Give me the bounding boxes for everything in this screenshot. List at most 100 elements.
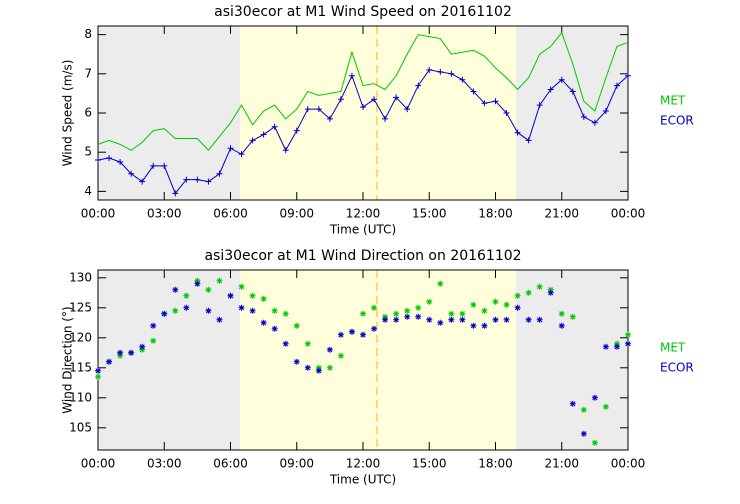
point-marker — [139, 343, 146, 350]
point-marker — [194, 176, 201, 183]
point-marker — [613, 343, 620, 350]
point-marker — [503, 316, 510, 323]
point-marker — [492, 298, 499, 305]
point-marker — [448, 70, 455, 77]
x-tick-label: 09:00 — [279, 207, 314, 221]
point-marker — [326, 346, 333, 353]
point-marker — [437, 280, 444, 287]
x-tick-label: 18:00 — [478, 457, 513, 471]
point-marker — [371, 325, 378, 332]
x-tick-label: 15:00 — [412, 207, 447, 221]
point-marker — [448, 316, 455, 323]
point-marker — [503, 110, 510, 116]
point-marker — [470, 88, 477, 95]
point-marker — [426, 316, 433, 323]
point-marker — [459, 310, 466, 317]
point-marker — [536, 102, 543, 109]
y-axis-label: Wind Speed (m/s) — [61, 60, 75, 167]
point-marker — [426, 66, 433, 73]
point-marker — [271, 325, 278, 332]
point-marker — [393, 310, 400, 317]
point-marker — [459, 316, 466, 323]
point-marker — [238, 151, 245, 158]
y-tick-label: 7 — [84, 66, 92, 80]
point-marker — [326, 364, 333, 371]
point-marker — [315, 106, 322, 113]
x-tick-label: 03:00 — [147, 207, 182, 221]
point-marker — [503, 301, 510, 308]
point-marker — [271, 123, 278, 130]
point-marker — [205, 286, 212, 293]
point-marker — [426, 298, 433, 305]
y-tick-label: 120 — [69, 330, 92, 344]
point-marker — [569, 313, 576, 320]
legend-label: MET — [660, 341, 686, 355]
point-marker — [216, 277, 223, 284]
point-marker — [625, 331, 631, 338]
point-marker — [238, 283, 245, 290]
point-marker — [150, 337, 157, 344]
x-tick-label: 00:00 — [81, 207, 116, 221]
point-marker — [437, 319, 444, 326]
point-marker — [360, 310, 366, 317]
point-marker — [547, 289, 554, 296]
shaded-span — [516, 270, 628, 450]
y-tick-label: 105 — [69, 420, 92, 434]
y-tick-label: 5 — [84, 145, 92, 159]
x-axis-label: Time (UTC) — [329, 223, 396, 237]
series-line — [97, 31, 629, 151]
chart-title: asi30ecor at M1 Wind Direction on 201611… — [204, 248, 521, 264]
point-marker — [150, 162, 157, 169]
x-tick-label: 06:00 — [213, 207, 248, 221]
point-marker — [569, 88, 576, 95]
point-marker — [304, 364, 311, 371]
shaded-span — [98, 26, 240, 200]
x-tick-label: 00:00 — [611, 457, 646, 471]
point-marker — [172, 307, 179, 314]
point-marker — [492, 98, 499, 105]
y-tick-label: 4 — [84, 184, 92, 198]
point-marker — [337, 96, 344, 103]
point-marker — [481, 322, 488, 329]
point-marker — [128, 170, 135, 177]
point-marker — [580, 113, 587, 120]
point-marker — [161, 310, 168, 317]
point-marker — [382, 316, 389, 323]
point-marker — [117, 158, 124, 165]
y-tick-label: 8 — [84, 27, 92, 41]
point-marker — [382, 115, 389, 122]
point-marker — [216, 316, 223, 323]
point-marker — [161, 162, 168, 169]
point-marker — [139, 178, 146, 185]
point-marker — [481, 100, 488, 107]
point-marker — [205, 307, 212, 314]
point-marker — [238, 304, 245, 311]
point-marker — [602, 108, 609, 115]
point-marker — [117, 349, 124, 356]
point-marker — [371, 96, 378, 103]
point-marker — [547, 86, 554, 93]
point-marker — [260, 295, 267, 302]
point-marker — [293, 358, 300, 365]
point-marker — [282, 310, 289, 317]
point-marker — [95, 157, 101, 164]
point-marker — [128, 349, 135, 356]
point-marker — [183, 176, 190, 183]
point-marker — [525, 316, 532, 323]
x-tick-label: 09:00 — [279, 457, 314, 471]
point-marker — [613, 82, 620, 89]
shaded-span — [98, 270, 240, 450]
point-marker — [514, 129, 521, 136]
shaded-span — [239, 26, 517, 200]
point-marker — [371, 304, 378, 311]
point-marker — [271, 307, 278, 314]
x-tick-label: 12:00 — [346, 457, 381, 471]
y-tick-label: 6 — [84, 106, 92, 120]
point-marker — [625, 72, 631, 79]
y-tick-label: 110 — [69, 390, 92, 404]
point-marker — [194, 280, 201, 287]
point-marker — [260, 131, 267, 138]
point-marker — [393, 316, 400, 323]
point-marker — [591, 394, 598, 401]
